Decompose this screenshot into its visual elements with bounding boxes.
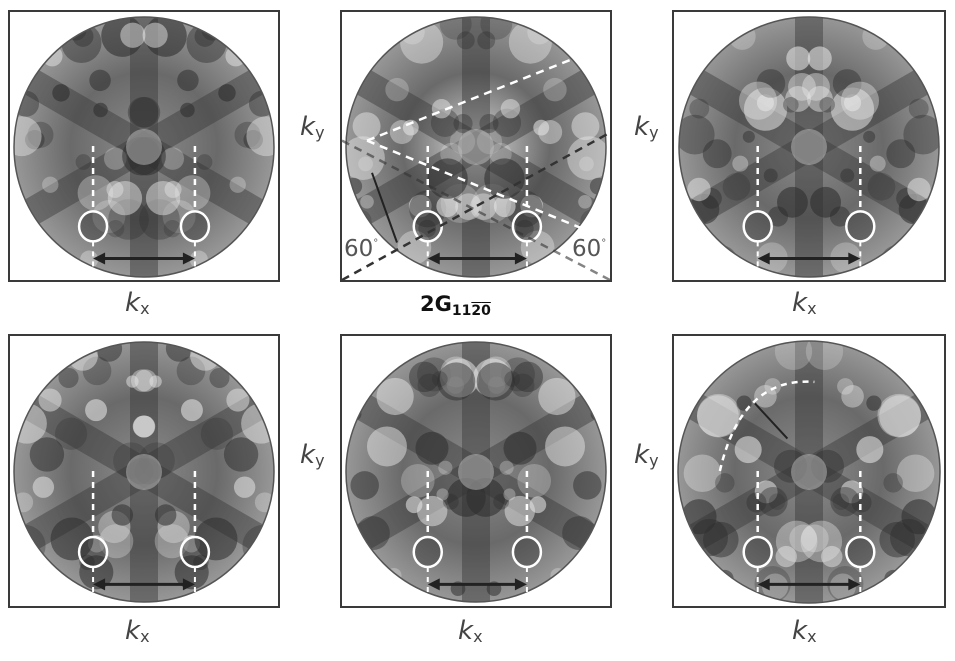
diffraction-pattern-image	[342, 16, 610, 280]
panel-bottom-middle	[340, 334, 612, 608]
diffraction-pattern-image	[13, 16, 275, 280]
ky-label-bottom-middle: ky	[300, 440, 325, 470]
panel-top-right	[672, 10, 946, 282]
kx-label-bottom-left: kx	[125, 616, 150, 646]
panel-top-middle	[340, 10, 612, 282]
diffraction-pattern-image	[345, 341, 607, 606]
ky-label-top-middle: ky	[300, 112, 325, 142]
ky-label-bottom-right: ky	[634, 440, 659, 470]
kx-label-top-right: kx	[792, 288, 817, 318]
panel-bottom-right	[672, 334, 946, 608]
angle-label-right: 60°	[572, 236, 607, 262]
diffraction-pattern-image	[678, 16, 940, 280]
diffraction-pattern-image	[13, 341, 275, 606]
reciprocal-vector-label: 2G1120	[420, 292, 491, 319]
panel-top-left	[8, 10, 280, 282]
angle-label-left: 60°	[344, 236, 379, 262]
kx-label-bottom-middle: kx	[458, 616, 483, 646]
kx-label-top-left: kx	[125, 288, 150, 318]
panel-bottom-left	[8, 334, 280, 608]
ky-label-top-right: ky	[634, 112, 659, 142]
kx-label-bottom-right: kx	[792, 616, 817, 646]
diffraction-pattern-image	[677, 340, 941, 606]
